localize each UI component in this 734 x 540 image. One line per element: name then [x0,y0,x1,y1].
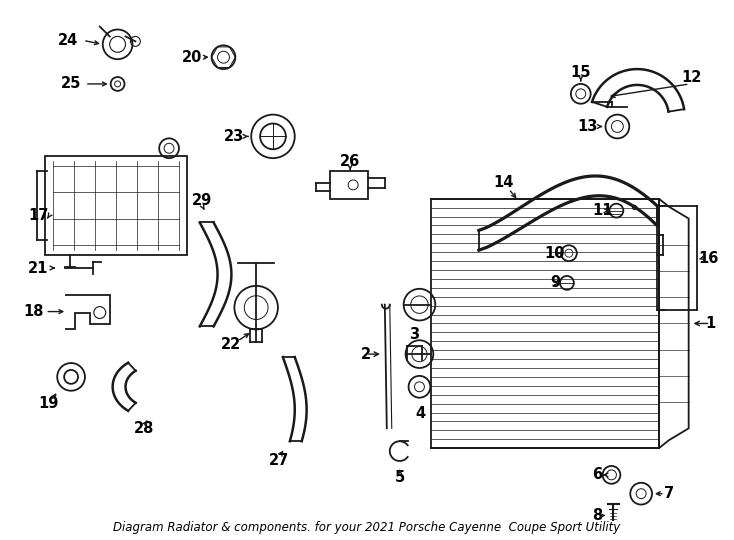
Text: 25: 25 [61,77,81,91]
Text: 18: 18 [23,304,44,319]
Text: 19: 19 [38,396,59,411]
Text: 15: 15 [570,65,591,79]
Text: Diagram Radiator & components. for your 2021 Porsche Cayenne  Coupe Sport Utilit: Diagram Radiator & components. for your … [113,521,621,534]
Text: 6: 6 [592,468,603,482]
Text: 16: 16 [698,251,719,266]
Text: 11: 11 [592,203,613,218]
Text: 26: 26 [340,154,360,168]
Text: 8: 8 [592,508,603,523]
Text: 10: 10 [545,246,565,261]
Text: 20: 20 [181,50,202,65]
Text: 5: 5 [395,470,404,485]
Text: 27: 27 [269,453,289,468]
Text: 2: 2 [361,347,371,362]
Text: 28: 28 [134,421,154,436]
Text: 4: 4 [415,406,426,421]
Text: 1: 1 [705,316,716,331]
Text: 23: 23 [225,129,244,144]
Text: 21: 21 [28,260,48,275]
Text: 12: 12 [681,70,702,84]
Text: 14: 14 [493,176,514,191]
Text: 22: 22 [221,337,241,352]
Text: 9: 9 [550,275,560,291]
Text: 3: 3 [410,327,420,342]
Bar [330,171,368,199]
Text: 29: 29 [192,193,212,208]
Text: 13: 13 [578,119,598,134]
Bar [46,156,187,255]
Text: 7: 7 [664,486,674,501]
Bar [432,199,659,448]
Text: 17: 17 [28,208,48,223]
Text: 24: 24 [58,33,79,48]
